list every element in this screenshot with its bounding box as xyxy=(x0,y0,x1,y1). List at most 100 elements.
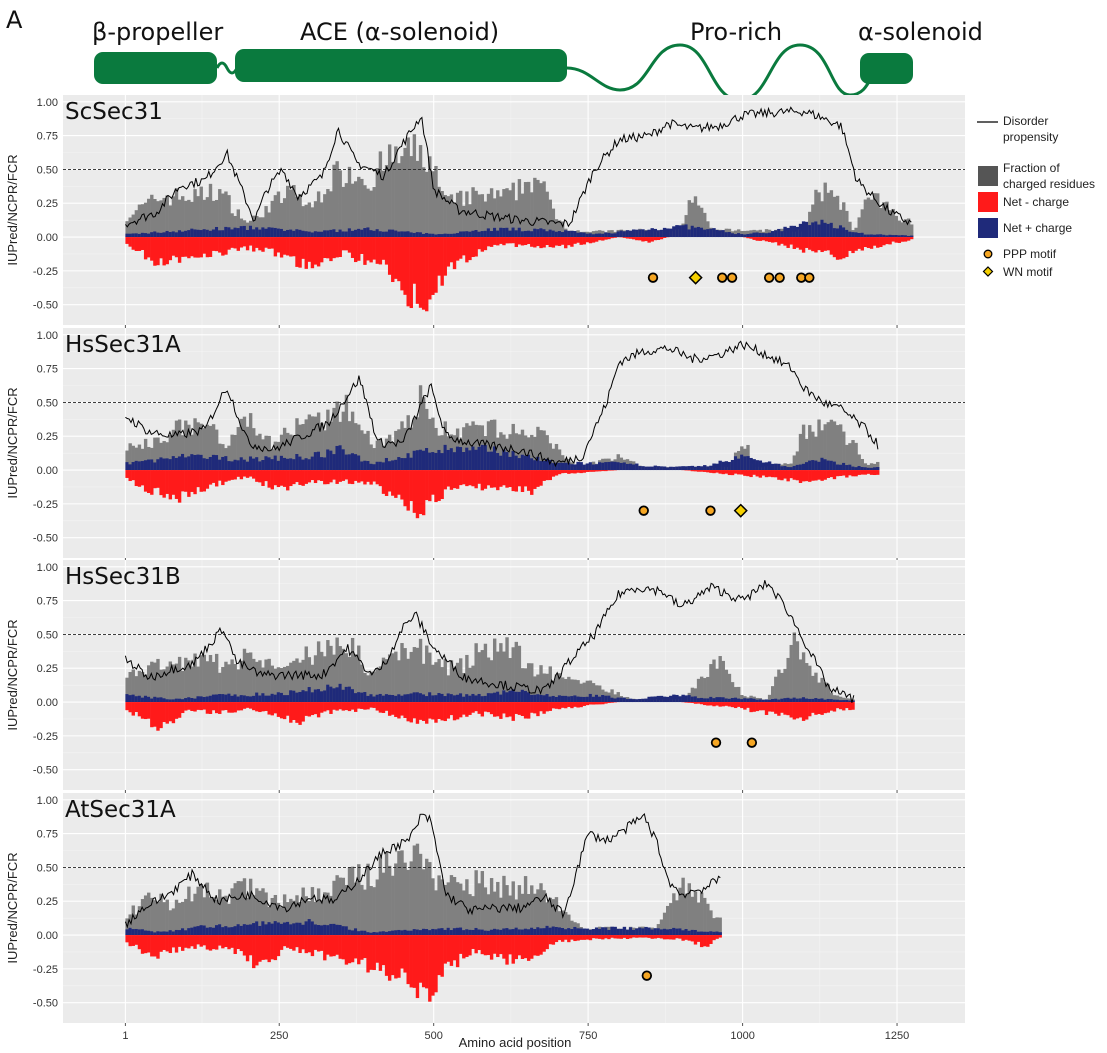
fcr-bar xyxy=(774,676,778,703)
net-pos-bar xyxy=(771,699,775,703)
net-pos-bar xyxy=(755,460,759,471)
net-pos-bar xyxy=(594,464,599,471)
net-pos-bar xyxy=(798,223,803,238)
net-pos-bar xyxy=(338,445,342,471)
net-pos-bar xyxy=(205,229,210,238)
net-pos-bar xyxy=(369,932,373,936)
net-pos-bar xyxy=(286,695,290,703)
fcr-bar xyxy=(357,176,361,238)
net-pos-bar xyxy=(604,695,608,703)
net-neg-bar xyxy=(174,470,179,499)
net-pos-bar xyxy=(286,921,290,936)
net-neg-bar xyxy=(718,935,722,938)
net-pos-bar xyxy=(548,229,552,238)
net-pos-bar xyxy=(811,460,815,471)
net-pos-bar xyxy=(184,930,188,936)
net-pos-bar xyxy=(872,234,877,238)
fcr-bar xyxy=(740,230,744,238)
net-neg-bar xyxy=(147,237,151,258)
net-pos-bar xyxy=(557,927,562,936)
fcr-bar xyxy=(817,192,821,238)
net-neg-bar xyxy=(786,470,790,482)
fcr-bar xyxy=(150,661,154,703)
net-neg-bar xyxy=(147,470,151,494)
fcr-bar xyxy=(378,438,383,471)
net-pos-bar xyxy=(282,922,287,936)
net-pos-bar xyxy=(502,690,506,703)
fcr-bar xyxy=(202,428,207,471)
legend: Disorder propensity Fraction of charged … xyxy=(977,114,1095,279)
net-neg-bar xyxy=(270,935,274,960)
net-neg-bar xyxy=(316,470,321,481)
net-pos-bar xyxy=(384,457,389,471)
net-pos-bar xyxy=(659,229,664,238)
net-neg-bar xyxy=(193,935,197,949)
net-pos-bar xyxy=(165,699,169,703)
fcr-bar xyxy=(255,661,259,703)
net-neg-bar xyxy=(644,237,648,242)
legend-ppp-text: PPP motif xyxy=(1003,247,1057,261)
net-pos-bar xyxy=(693,929,698,936)
net-neg-bar xyxy=(273,237,278,257)
fcr-bar xyxy=(347,657,352,703)
net-neg-bar xyxy=(199,702,203,711)
fcr-bar xyxy=(675,900,679,936)
fcr-bar xyxy=(594,685,599,703)
net-pos-bar xyxy=(690,929,695,936)
fcr-bar xyxy=(171,664,176,703)
fcr-bar xyxy=(536,674,540,703)
net-pos-bar xyxy=(693,696,698,703)
net-pos-bar xyxy=(554,696,559,703)
net-pos-bar xyxy=(740,234,744,238)
net-neg-bar xyxy=(264,702,268,711)
fcr-bar xyxy=(258,660,262,703)
net-neg-bar xyxy=(767,237,772,242)
legend-neg-text: Net - charge xyxy=(1003,195,1069,209)
net-pos-bar xyxy=(230,461,234,471)
fcr-bar xyxy=(879,207,883,238)
fcr-bar xyxy=(307,901,312,936)
net-neg-bar xyxy=(468,470,472,486)
net-neg-bar xyxy=(353,935,358,959)
net-neg-bar xyxy=(184,237,188,257)
net-neg-bar xyxy=(530,935,534,959)
net-pos-bar xyxy=(570,929,574,936)
net-neg-bar xyxy=(628,237,633,239)
net-neg-bar xyxy=(780,470,784,481)
net-neg-bar xyxy=(202,935,207,946)
fcr-bar xyxy=(301,424,305,471)
net-pos-bar xyxy=(715,229,719,238)
net-neg-bar xyxy=(387,237,392,275)
fcr-bar xyxy=(557,449,562,471)
net-pos-bar xyxy=(310,921,315,936)
net-pos-bar xyxy=(520,231,525,238)
net-neg-bar xyxy=(452,702,457,721)
net-neg-bar xyxy=(851,702,855,710)
fcr-bar xyxy=(718,656,722,703)
net-pos-bar xyxy=(656,230,661,238)
fcr-bar xyxy=(712,659,716,703)
net-neg-bar xyxy=(350,935,355,963)
net-pos-bar xyxy=(876,467,880,471)
net-pos-bar xyxy=(418,693,423,703)
net-pos-bar xyxy=(712,228,716,238)
panel-title: HsSec31B xyxy=(65,564,181,590)
net-pos-bar xyxy=(202,229,207,238)
net-pos-bar xyxy=(363,228,367,238)
net-pos-bar xyxy=(307,231,312,238)
net-pos-bar xyxy=(425,696,429,703)
net-neg-bar xyxy=(156,935,160,959)
net-pos-bar xyxy=(876,234,880,238)
fcr-bar xyxy=(591,231,596,238)
net-pos-bar xyxy=(357,455,361,471)
net-neg-bar xyxy=(425,237,429,312)
net-neg-bar xyxy=(372,470,376,482)
net-pos-bar xyxy=(406,694,410,703)
fcr-bar xyxy=(418,385,423,471)
fcr-bar xyxy=(508,658,512,703)
net-pos-bar xyxy=(486,228,491,238)
net-pos-bar xyxy=(585,233,590,238)
net-neg-bar xyxy=(236,702,240,711)
net-pos-bar xyxy=(323,457,327,471)
fcr-bar xyxy=(418,853,423,936)
